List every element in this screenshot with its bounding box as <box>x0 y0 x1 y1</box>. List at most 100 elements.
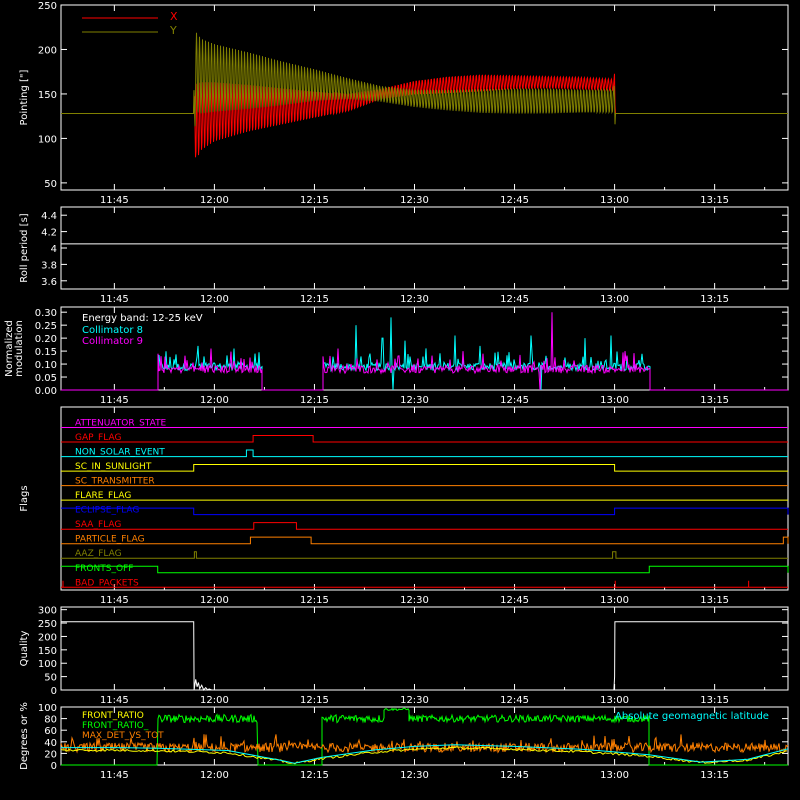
roll_period-ytick-label: 3.8 <box>41 260 57 271</box>
pointing-xtick-label: 12:45 <box>500 195 529 206</box>
degrees-legend-label: MAX_DET_VS_TOT <box>82 731 164 741</box>
quality-ytick-label: 250 <box>38 619 57 630</box>
pointing-ytick-label: 100 <box>38 134 57 145</box>
degrees-xtick-label: 12:00 <box>200 770 229 781</box>
flag-label: AAZ_FLAG <box>75 549 122 559</box>
pointing-xtick-label: 11:45 <box>100 195 129 206</box>
flags-xtick-label: 12:15 <box>300 595 329 606</box>
flags-ylabel: Flags <box>19 485 30 511</box>
modulation-xtick-label: 12:15 <box>300 395 329 406</box>
flags-xtick-label: 11:45 <box>100 595 129 606</box>
modulation-xtick-label: 11:45 <box>100 395 129 406</box>
modulation-series-collimator-9 <box>61 312 788 391</box>
pointing-legend-label: Y <box>169 24 177 37</box>
roll_period-xtick-label: 11:45 <box>100 294 129 305</box>
roll_period-ytick-label: 3.6 <box>41 277 57 288</box>
pointing-ytick-label: 150 <box>38 90 57 101</box>
pointing-ytick-label: 250 <box>38 1 57 12</box>
degrees-ytick-label: 100 <box>38 703 57 714</box>
modulation-xtick-label: 13:00 <box>600 395 629 406</box>
degrees-xtick-label: 11:45 <box>100 770 129 781</box>
degrees-ylabel: Degrees or % <box>19 702 30 770</box>
quality-ytick-label: 200 <box>38 632 57 643</box>
roll_period-xtick-label: 12:45 <box>500 294 529 305</box>
degrees-ytick-label: 20 <box>44 749 57 760</box>
pointing-series-x <box>61 73 788 158</box>
roll_period-xtick-label: 13:15 <box>700 294 729 305</box>
pointing-xtick-label: 13:00 <box>600 195 629 206</box>
flag-label: SC_IN_SUNLIGHT <box>75 462 152 472</box>
quality-ytick-label: 300 <box>38 606 57 617</box>
flag-line-eclipse-flag <box>61 507 789 516</box>
modulation-legend-label: Collimator 8 <box>82 325 143 336</box>
roll_period-frame <box>60 206 789 290</box>
quality-ytick-label: 100 <box>38 659 57 670</box>
flag-label: GAP_FLAG <box>75 433 121 443</box>
flag-label: BAD_PACKETS <box>75 578 139 588</box>
degrees-legend-latitude: Absolute geomagnetic latitude <box>615 711 769 722</box>
modulation-frame <box>60 306 789 391</box>
degrees-xtick-label: 12:15 <box>300 770 329 781</box>
degrees-max-det <box>60 734 789 754</box>
degrees-ytick-label: 60 <box>44 726 57 737</box>
flag-label: FLARE_FLAG <box>75 491 131 501</box>
flag-label: FRONTS_OFF <box>75 564 133 574</box>
flag-label: ECLIPSE_FLAG <box>75 506 139 516</box>
flag-line-non-solar-event <box>61 449 788 458</box>
flag-line-aaz-flag <box>61 551 788 559</box>
quality-frame <box>60 606 789 691</box>
modulation-ylabel: modulation <box>14 320 25 377</box>
quality-xtick-label: 12:45 <box>500 695 529 706</box>
roll_period-ytick-label: 4.4 <box>41 211 57 222</box>
quality-ytick-label: 0 <box>51 686 57 697</box>
modulation-legend-label: Collimator 9 <box>82 336 143 347</box>
flags-xtick-label: 13:00 <box>600 595 629 606</box>
flag-line-fronts-off <box>61 565 789 574</box>
quality-ytick-label: 150 <box>38 646 57 657</box>
roll_period-xtick-label: 13:00 <box>600 294 629 305</box>
quality-ytick-label: 50 <box>44 673 57 684</box>
modulation-ylabel: Normalized <box>4 320 15 377</box>
pointing-xtick-label: 13:15 <box>700 195 729 206</box>
pointing-series-y <box>61 32 788 127</box>
degrees-ytick-label: 40 <box>44 738 57 749</box>
pointing-ytick-label: 200 <box>38 45 57 56</box>
degrees-ytick-label: 0 <box>51 761 57 772</box>
roll_period-ylabel: Roll period [s] <box>19 213 30 282</box>
degrees-ytick-label: 80 <box>44 715 57 726</box>
quality-xtick-label: 12:15 <box>300 695 329 706</box>
modulation-xtick-label: 12:45 <box>500 395 529 406</box>
quality-xtick-label: 11:45 <box>100 695 129 706</box>
pointing-ytick-label: 50 <box>44 179 57 190</box>
modulation-ytick-label: 0.10 <box>35 360 57 371</box>
quality-xtick-label: 12:00 <box>200 695 229 706</box>
roll_period-xtick-label: 12:15 <box>300 294 329 305</box>
modulation-series-collimator-8 <box>61 317 788 391</box>
quality-xtick-label: 13:15 <box>700 695 729 706</box>
modulation-ytick-label: 0.30 <box>35 308 57 319</box>
degrees-front-ratio-green <box>61 707 788 766</box>
modulation-ytick-label: 0.05 <box>35 373 57 384</box>
pointing-ylabel: Pointing ["] <box>19 69 30 125</box>
modulation-xtick-label: 13:15 <box>700 395 729 406</box>
flags-xtick-label: 12:30 <box>400 595 429 606</box>
flag-line-saa-flag <box>61 522 788 530</box>
pointing-frame <box>60 4 789 191</box>
modulation-xtick-label: 12:30 <box>400 395 429 406</box>
flag-label: NON_SOLAR_EVENT <box>75 448 165 458</box>
modulation-legend-title: Energy band: 12-25 keV <box>82 313 203 324</box>
degrees-xtick-label: 13:15 <box>700 770 729 781</box>
pointing-xtick-label: 12:15 <box>300 195 329 206</box>
modulation-ytick-label: 0.20 <box>35 334 57 345</box>
pointing-xtick-label: 12:00 <box>200 195 229 206</box>
degrees-legend-label: FRONT_RATIO <box>82 711 144 721</box>
modulation-ytick-label: 0.00 <box>35 386 57 397</box>
quality-xtick-label: 13:00 <box>600 695 629 706</box>
degrees-geomagnetic-latitude <box>61 744 789 764</box>
flag-label: PARTICLE_FLAG <box>75 535 145 545</box>
flags-xtick-label: 12:00 <box>200 595 229 606</box>
pointing-xtick-label: 12:30 <box>400 195 429 206</box>
degrees-xtick-label: 12:45 <box>500 770 529 781</box>
flags-frame <box>60 406 789 591</box>
